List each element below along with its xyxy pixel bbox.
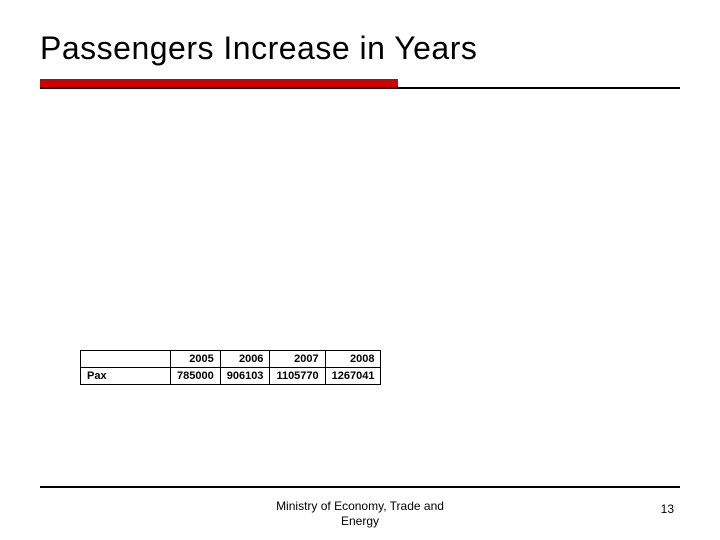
cell-value: 785000 xyxy=(171,368,221,385)
col-header: 2008 xyxy=(325,351,381,368)
cell-value: 906103 xyxy=(220,368,270,385)
content-area: 2005 2006 2007 2008 Pax 785000 906103 11… xyxy=(80,350,640,385)
col-header: 2006 xyxy=(220,351,270,368)
header-blank-cell xyxy=(81,351,171,368)
row-label: Pax xyxy=(81,368,171,385)
page-title: Passengers Increase in Years xyxy=(40,30,680,67)
col-header: 2005 xyxy=(171,351,221,368)
page-number: 13 xyxy=(661,502,674,516)
title-rule xyxy=(40,87,680,89)
title-underline xyxy=(40,79,680,89)
footer-rule xyxy=(40,486,680,488)
col-header: 2007 xyxy=(270,351,325,368)
cell-value: 1267041 xyxy=(325,368,381,385)
footer-org: Ministry of Economy, Trade and Energy xyxy=(0,499,720,530)
table-row: Pax 785000 906103 1105770 1267041 xyxy=(81,368,381,385)
slide: Passengers Increase in Years 2005 2006 2… xyxy=(0,0,720,540)
cell-value: 1105770 xyxy=(270,368,325,385)
pax-table: 2005 2006 2007 2008 Pax 785000 906103 11… xyxy=(80,350,381,385)
footer-line2: Energy xyxy=(341,514,379,528)
footer-line1: Ministry of Economy, Trade and xyxy=(276,499,444,513)
table-row: 2005 2006 2007 2008 xyxy=(81,351,381,368)
accent-bar xyxy=(40,79,398,87)
